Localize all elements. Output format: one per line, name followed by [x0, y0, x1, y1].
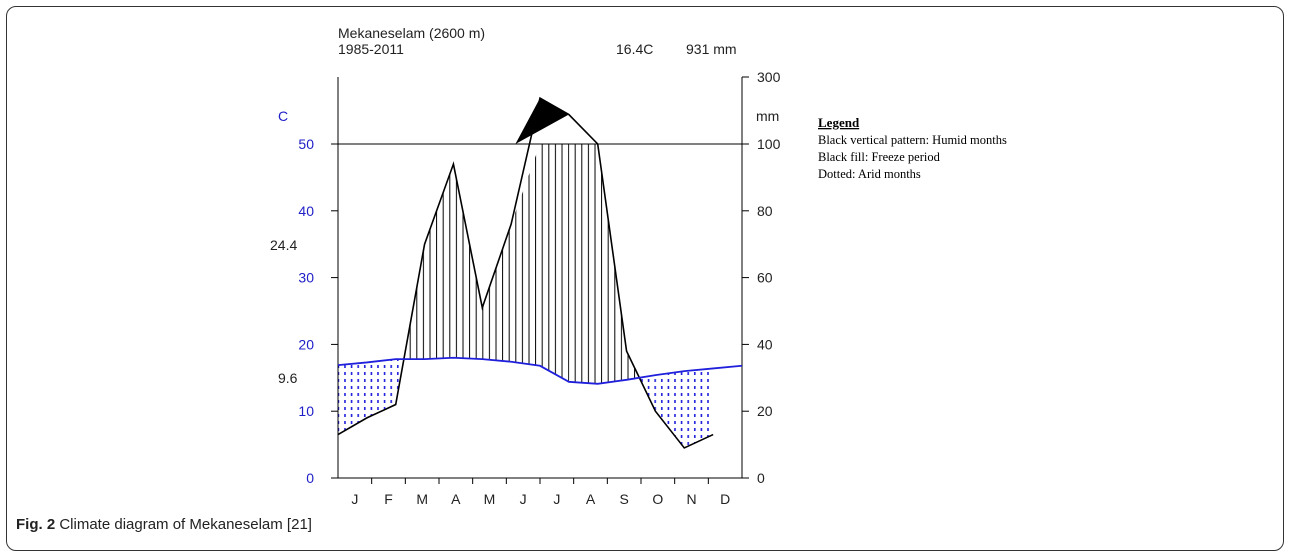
humid-area: [568, 144, 598, 384]
humid-area: [540, 144, 569, 382]
left-tick-label: 30: [298, 270, 314, 286]
left-tick-label: 50: [298, 136, 314, 152]
month-label: O: [652, 491, 663, 507]
month-label: D: [720, 491, 730, 507]
legend: Legend Black vertical pattern: Humid mon…: [818, 115, 1007, 181]
month-label: M: [416, 491, 428, 507]
right-tick-label: 80: [757, 203, 773, 219]
figure-frame: [6, 6, 1284, 551]
legend-title: Legend: [818, 115, 860, 130]
arid-area: [366, 359, 396, 418]
period-label: 1985-2011: [338, 41, 404, 57]
arid-area: [684, 368, 714, 448]
min-temp-label: 9.6: [278, 370, 298, 386]
temperature-line: [337, 356, 743, 385]
figure-caption-text: Climate diagram of Mekaneselam [21]: [59, 516, 312, 533]
month-label: M: [484, 491, 496, 507]
right-tick-label: 100: [757, 136, 781, 152]
arid-area: [655, 371, 685, 448]
month-label: J: [351, 491, 358, 507]
right-tick-label: 60: [757, 270, 773, 286]
month-label: J: [520, 491, 527, 507]
arid-area: [338, 362, 367, 435]
humid-area: [424, 164, 454, 360]
max-temp-label: 24.4: [270, 237, 297, 253]
precipitation-line: [337, 96, 714, 449]
figure-label: Fig. 2: [16, 516, 56, 533]
legend-item-freeze: Black fill: Freeze period: [818, 150, 941, 164]
left-tick-label: 20: [298, 336, 314, 352]
humid-area: [597, 144, 627, 384]
humid-area: [453, 164, 483, 360]
month-label: A: [586, 491, 596, 507]
left-tick-label: 0: [306, 470, 314, 486]
figure-caption: Fig. 2 Climate diagram of Mekaneselam [2…: [16, 516, 312, 533]
humid-area: [511, 144, 540, 366]
high-precip-fill: [515, 98, 569, 144]
month-label: A: [451, 491, 461, 507]
annual-precip-label: 931 mm: [686, 41, 737, 57]
right-tick-label: 20: [757, 403, 773, 419]
right-tick-label: 300: [757, 69, 781, 85]
humid-area: [482, 224, 512, 362]
mean-temp-label: 16.4C: [616, 41, 653, 57]
right-tick-label: 40: [757, 336, 773, 352]
month-label: S: [619, 491, 628, 507]
left-tick-label: 40: [298, 203, 314, 219]
month-label: F: [384, 491, 393, 507]
legend-item-humid: Black vertical pattern: Humid months: [818, 133, 1007, 147]
month-label: N: [686, 491, 696, 507]
legend-item-arid: Dotted: Arid months: [818, 167, 921, 181]
station-title: Mekaneselam (2600 m): [338, 25, 485, 41]
left-tick-label: 10: [298, 403, 314, 419]
climate-diagram: 0 10 20 30 40 50 0 20 40 60 80 100 300 J F M A M J J A S O N D M…: [270, 25, 1007, 507]
left-axis-unit: C: [278, 108, 288, 124]
right-axis-unit: mm: [756, 108, 779, 124]
right-tick-label: 0: [757, 470, 765, 486]
month-label: J: [553, 491, 560, 507]
